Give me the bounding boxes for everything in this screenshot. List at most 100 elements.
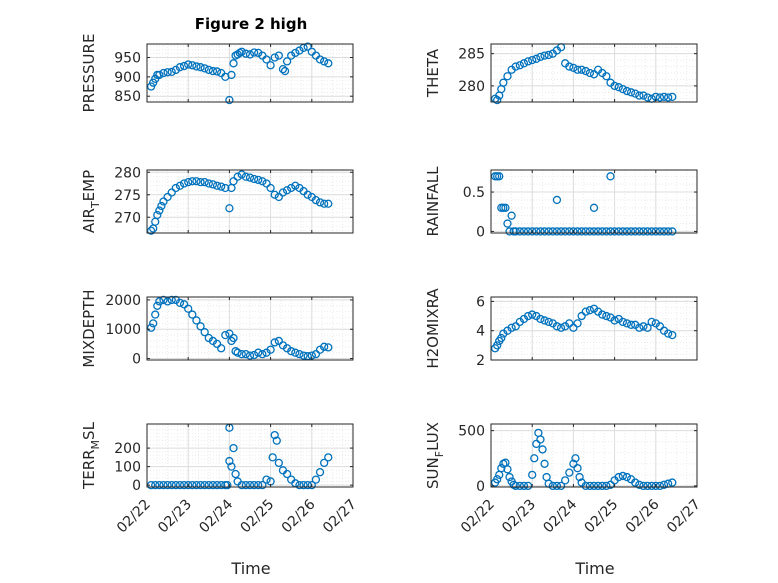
data-point	[593, 227, 603, 236]
data-point	[565, 227, 574, 236]
axes-box	[146, 423, 354, 488]
data-point	[249, 480, 259, 490]
data-point	[287, 51, 296, 60]
data-point	[184, 177, 193, 187]
data-point	[499, 78, 508, 87]
data-point	[565, 62, 574, 71]
data-point	[569, 459, 578, 468]
data-point	[188, 480, 197, 490]
data-point	[204, 480, 213, 490]
data-point	[565, 319, 574, 328]
data-point	[511, 62, 520, 71]
data-point	[146, 323, 156, 332]
data-point	[204, 65, 213, 75]
data-point	[249, 48, 259, 57]
data-point	[635, 323, 644, 332]
subplot-mixdepth: 0 1000 2000 MIXDEPTH	[80, 289, 354, 368]
data-point	[519, 481, 529, 491]
data-point	[282, 186, 292, 195]
data-point	[217, 182, 226, 191]
data-point	[635, 480, 644, 489]
data-point	[295, 349, 304, 359]
data-point	[569, 227, 578, 236]
data-point	[212, 480, 222, 490]
data-point	[320, 342, 329, 351]
data-point	[291, 48, 300, 58]
data-point	[569, 63, 578, 72]
data-point	[626, 227, 636, 236]
data-point	[146, 226, 156, 235]
data-point	[245, 50, 255, 59]
data-point	[221, 330, 230, 340]
data-point	[295, 46, 304, 55]
data-point	[618, 227, 627, 236]
x-tick-label: 02/25	[582, 497, 622, 537]
y-tick-label: 950	[114, 51, 141, 67]
data-point	[668, 330, 677, 340]
data-point	[643, 481, 652, 491]
y-tick-label: 200	[114, 441, 141, 457]
data-point	[196, 63, 205, 72]
data-point	[503, 219, 512, 228]
data-point	[556, 227, 566, 236]
data-point	[610, 81, 619, 91]
axes-box	[490, 43, 698, 103]
data-point	[233, 348, 242, 357]
x-tick-label: 02/24	[196, 496, 236, 536]
data-point	[163, 297, 172, 306]
data-point	[536, 52, 545, 62]
data-point	[614, 83, 623, 92]
data-point	[639, 322, 648, 331]
y-tick-label: 2	[476, 353, 485, 369]
data-point	[159, 480, 168, 490]
data-point	[538, 445, 547, 454]
data-point	[530, 454, 539, 463]
data-point	[237, 170, 246, 179]
data-point	[200, 328, 209, 337]
data-point	[258, 480, 267, 490]
data-point	[229, 177, 238, 186]
data-point	[229, 333, 238, 343]
data-point	[237, 47, 246, 56]
data-point	[241, 480, 251, 490]
data-point	[585, 481, 595, 491]
data-point	[544, 50, 553, 60]
data-point	[167, 67, 176, 76]
data-point	[200, 177, 209, 187]
data-point	[577, 311, 586, 321]
y-tick-label: 0	[476, 479, 485, 495]
data-point	[192, 480, 201, 490]
data-point	[664, 227, 673, 236]
data-point	[519, 59, 529, 68]
data-point	[155, 206, 164, 215]
data-point	[643, 227, 652, 236]
data-point	[602, 311, 611, 321]
data-point	[299, 480, 308, 490]
data-point	[249, 174, 259, 184]
data-point	[167, 295, 176, 305]
data-point	[241, 349, 251, 359]
data-point	[221, 183, 230, 193]
data-point	[598, 310, 607, 319]
data-point	[585, 306, 595, 315]
y-tick-label: 850	[114, 89, 141, 105]
data-point	[274, 336, 283, 346]
data-point	[307, 480, 316, 490]
data-point	[241, 172, 251, 181]
data-point	[598, 481, 607, 491]
data-point	[184, 480, 193, 490]
data-point	[647, 481, 656, 491]
data-point	[171, 183, 180, 193]
data-point	[618, 84, 627, 94]
data-point	[299, 351, 308, 360]
data-point	[258, 177, 267, 186]
data-point	[200, 64, 209, 73]
data-point	[585, 227, 595, 236]
y-axis-title: SUNFLUX	[424, 422, 446, 489]
data-point	[622, 227, 632, 236]
data-point	[159, 197, 168, 206]
data-point	[291, 348, 300, 357]
data-point	[208, 180, 218, 189]
subplot-theta: 280 285 THETA	[424, 43, 698, 105]
data-point	[528, 310, 537, 319]
